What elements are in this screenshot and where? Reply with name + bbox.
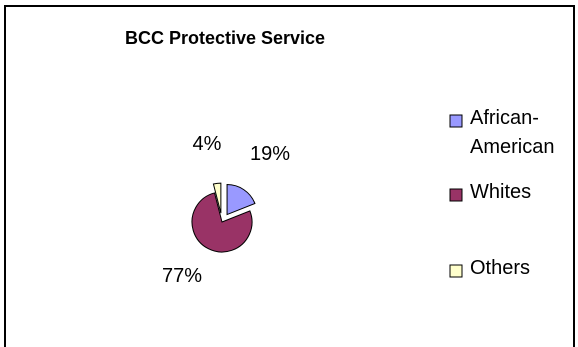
legend-swatch-whites — [449, 188, 463, 202]
pie-labels: 19% 77% 4% — [162, 133, 290, 287]
pie-slice-whites — [191, 192, 253, 253]
chart-title: BCC Protective Service — [124, 28, 326, 48]
legend-label-others: Others — [470, 257, 530, 279]
slice-label-others: 4% — [193, 133, 222, 155]
slice-label-whites: 77% — [162, 265, 202, 287]
legend-label-african-american: African-American — [470, 107, 554, 158]
legend-swatch-others — [449, 264, 463, 278]
legend: African-American Whites Others — [449, 107, 554, 279]
chart-frame — [4, 5, 575, 347]
pie-slice-african-american — [226, 184, 256, 216]
legend-label-whites: Whites — [470, 181, 531, 203]
pie-slices — [191, 182, 256, 253]
pie-slice-others — [212, 182, 222, 214]
legend-swatch-african-american — [449, 114, 463, 128]
slice-label-african-american: 19% — [250, 143, 290, 165]
